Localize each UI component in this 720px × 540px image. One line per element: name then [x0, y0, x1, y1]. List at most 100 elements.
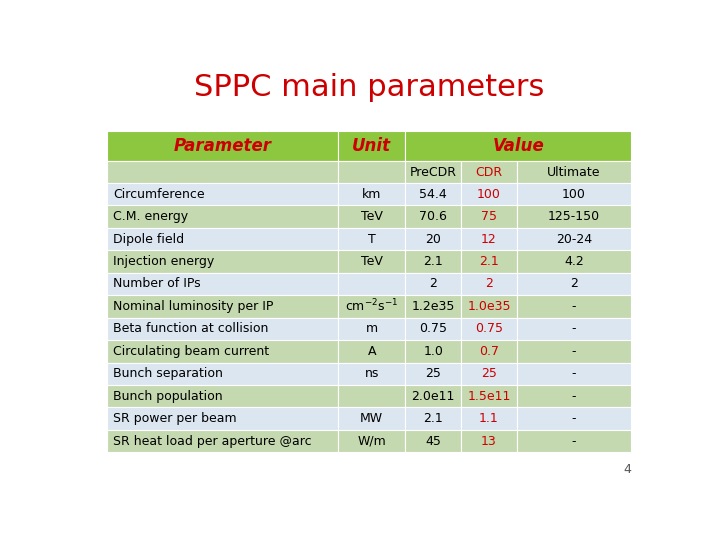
Text: cm$^{-2}$s$^{-1}$: cm$^{-2}$s$^{-1}$ [345, 298, 398, 315]
Text: W/m: W/m [357, 435, 386, 448]
Text: Circulating beam current: Circulating beam current [114, 345, 269, 358]
Bar [107, 131, 338, 161]
Text: 1.0: 1.0 [423, 345, 443, 358]
Text: -: - [572, 435, 576, 448]
Bar [461, 183, 517, 205]
Text: 12: 12 [481, 233, 497, 246]
Bar [405, 161, 461, 183]
Bar [338, 273, 405, 295]
Bar [517, 228, 631, 250]
Bar [405, 273, 461, 295]
Text: Beta function at collision: Beta function at collision [114, 322, 269, 335]
Bar [461, 205, 517, 228]
Text: A: A [367, 345, 376, 358]
Bar [338, 131, 405, 161]
Text: 2: 2 [570, 278, 578, 291]
Text: ns: ns [364, 367, 379, 380]
Text: Number of IPs: Number of IPs [114, 278, 201, 291]
Bar [517, 161, 631, 183]
Text: 25: 25 [426, 367, 441, 380]
Bar [107, 385, 338, 407]
Bar [517, 385, 631, 407]
Bar [405, 340, 461, 362]
Text: PreCDR: PreCDR [410, 166, 456, 179]
Bar [107, 250, 338, 273]
Bar [405, 295, 461, 318]
Bar [517, 295, 631, 318]
Text: 13: 13 [481, 435, 497, 448]
Bar [338, 161, 405, 183]
Bar [338, 340, 405, 362]
Text: Parameter: Parameter [174, 137, 271, 156]
Text: TeV: TeV [361, 210, 383, 223]
Text: 100: 100 [562, 187, 586, 201]
Bar [517, 273, 631, 295]
Text: 0.7: 0.7 [479, 345, 499, 358]
Bar [461, 407, 517, 430]
Bar [461, 250, 517, 273]
Text: -: - [572, 412, 576, 425]
Bar [107, 430, 338, 453]
Text: 2: 2 [485, 278, 493, 291]
Text: TeV: TeV [361, 255, 383, 268]
Text: km: km [362, 187, 382, 201]
Text: -: - [572, 345, 576, 358]
Bar [405, 407, 461, 430]
Text: 75: 75 [481, 210, 497, 223]
Bar [107, 273, 338, 295]
Bar [517, 205, 631, 228]
Bar [338, 295, 405, 318]
Bar [107, 340, 338, 362]
Text: -: - [572, 390, 576, 403]
Bar [107, 161, 338, 183]
Bar [338, 250, 405, 273]
Bar [517, 250, 631, 273]
Text: MW: MW [360, 412, 383, 425]
Text: -: - [572, 300, 576, 313]
Text: 2: 2 [429, 278, 437, 291]
Bar [461, 295, 517, 318]
Bar [405, 362, 461, 385]
Bar [517, 430, 631, 453]
Bar [107, 318, 338, 340]
Text: 25: 25 [481, 367, 497, 380]
Text: Value: Value [492, 137, 544, 156]
Bar [405, 228, 461, 250]
Text: 2.0e11: 2.0e11 [412, 390, 455, 403]
Text: 4: 4 [624, 463, 631, 476]
Bar [338, 228, 405, 250]
Text: 2.1: 2.1 [479, 255, 499, 268]
Bar [405, 430, 461, 453]
Bar [461, 340, 517, 362]
Text: -: - [572, 367, 576, 380]
Bar [405, 131, 631, 161]
Bar [461, 161, 517, 183]
Text: 45: 45 [426, 435, 441, 448]
Text: 1.5e11: 1.5e11 [467, 390, 510, 403]
Text: -: - [572, 322, 576, 335]
Bar [461, 362, 517, 385]
Text: 0.75: 0.75 [475, 322, 503, 335]
Bar [405, 385, 461, 407]
Text: 2.1: 2.1 [423, 255, 443, 268]
Bar [107, 407, 338, 430]
Bar [338, 430, 405, 453]
Text: SR power per beam: SR power per beam [114, 412, 237, 425]
Bar [517, 318, 631, 340]
Bar [517, 407, 631, 430]
Text: 1.1: 1.1 [479, 412, 499, 425]
Bar [517, 362, 631, 385]
Text: 70.6: 70.6 [419, 210, 447, 223]
Bar [461, 228, 517, 250]
Text: 1.2e35: 1.2e35 [412, 300, 455, 313]
Text: 100: 100 [477, 187, 501, 201]
Text: T: T [368, 233, 376, 246]
Text: Dipole field: Dipole field [114, 233, 184, 246]
Text: Injection energy: Injection energy [114, 255, 215, 268]
Text: m: m [366, 322, 378, 335]
Text: 125-150: 125-150 [548, 210, 600, 223]
Bar [338, 183, 405, 205]
Bar [338, 385, 405, 407]
Text: 1.0e35: 1.0e35 [467, 300, 510, 313]
Text: 2.1: 2.1 [423, 412, 443, 425]
